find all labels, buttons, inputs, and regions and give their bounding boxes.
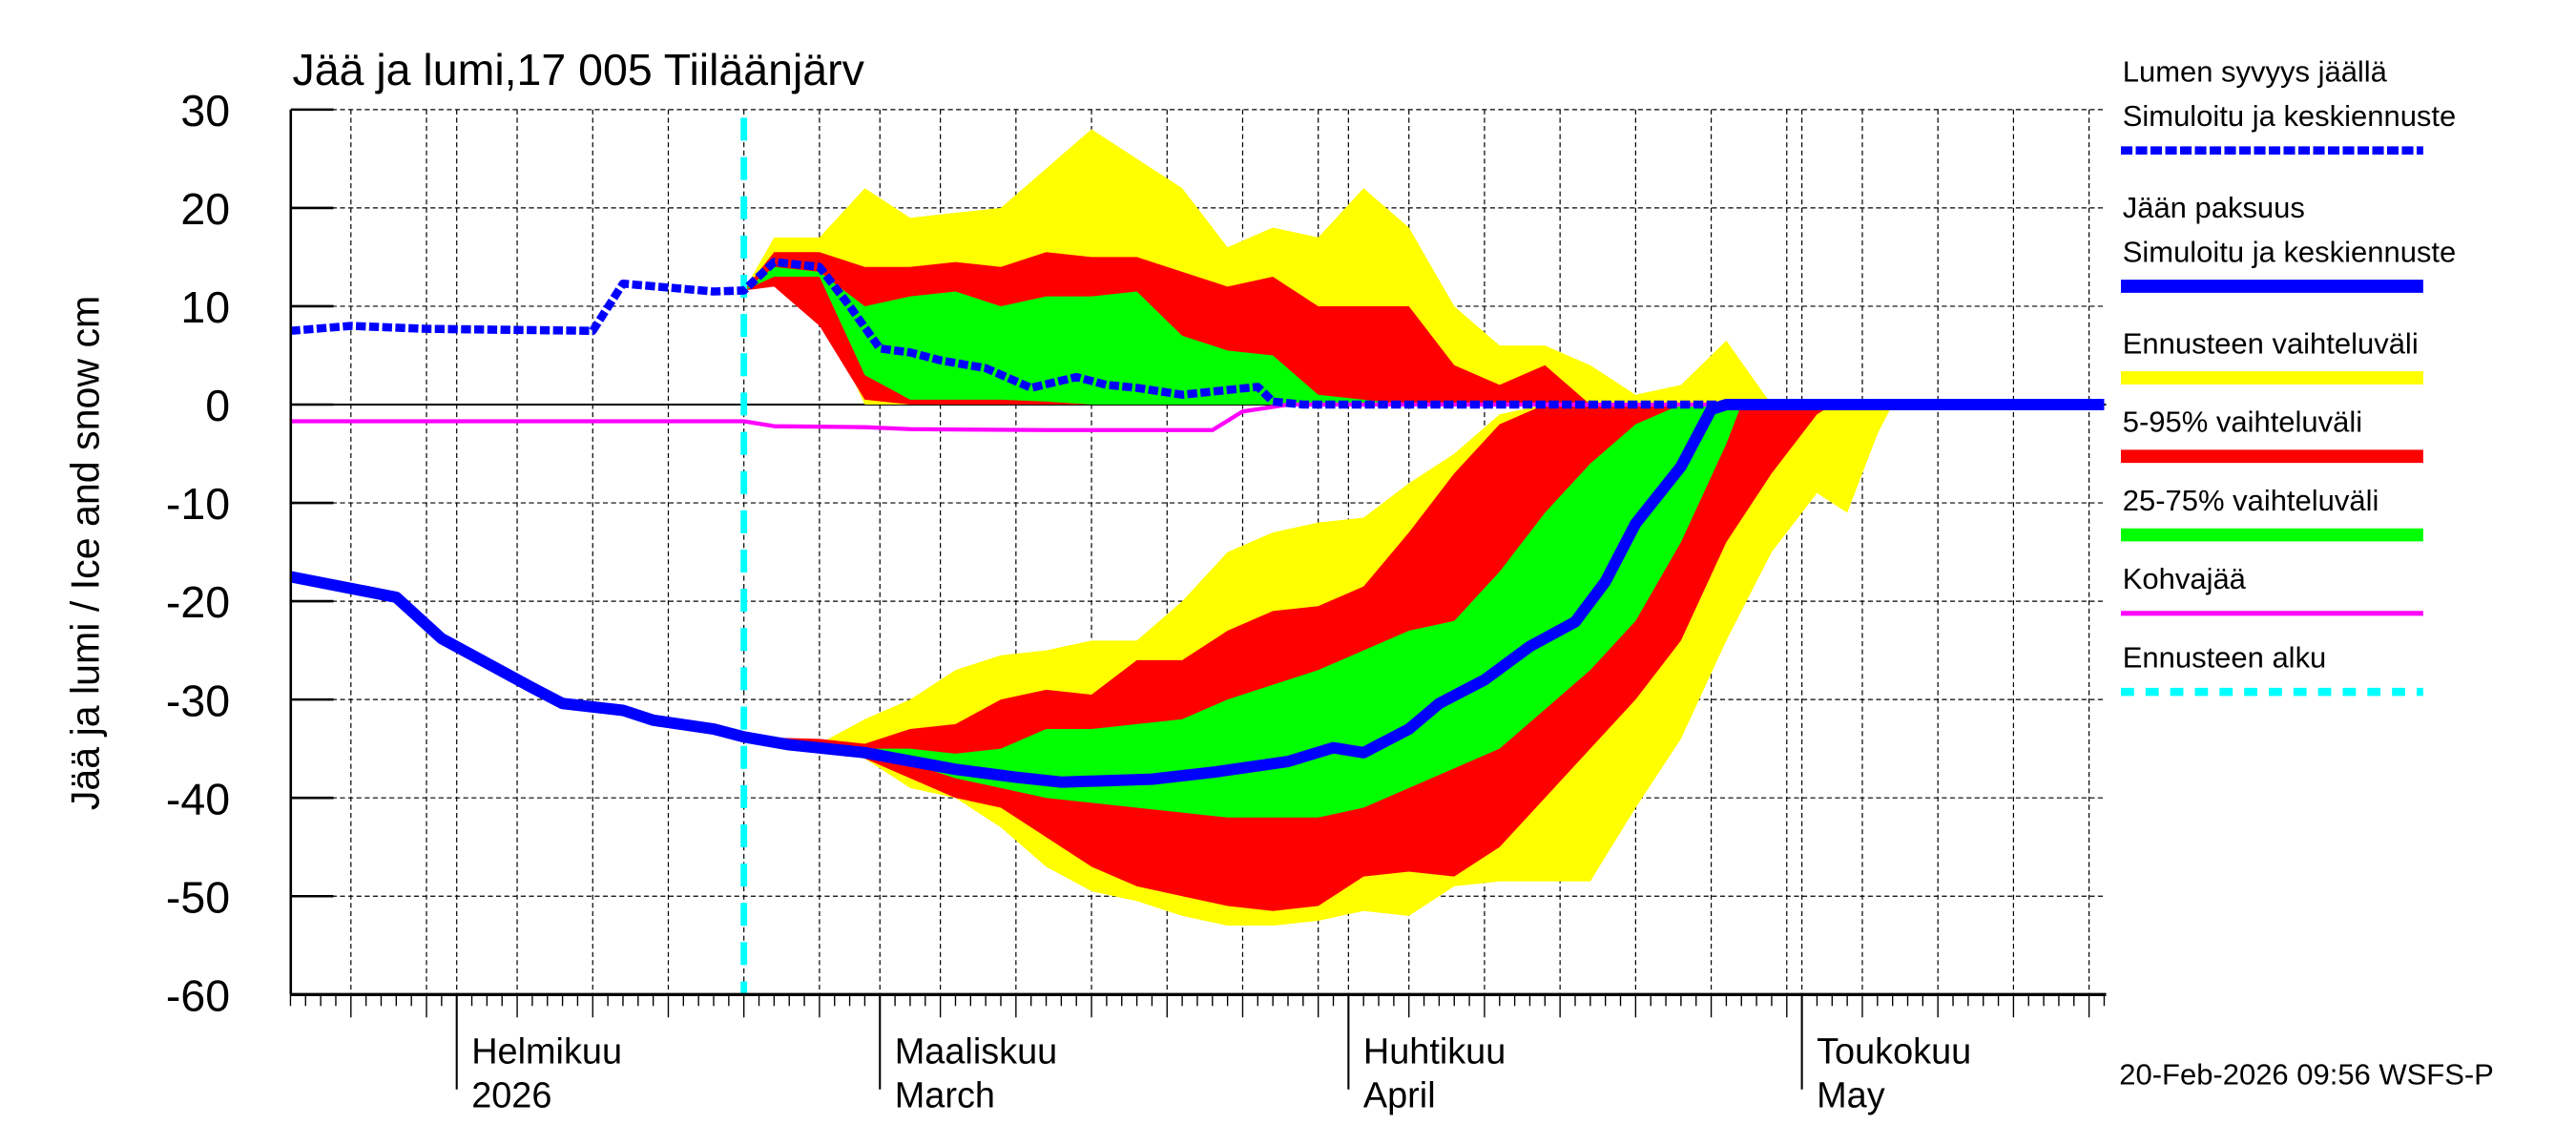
legend-item: Lumen syvyys jäällä Simuloitu ja keskienn…: [2121, 55, 2457, 155]
y-axis-label: Jää ja lumi / Ice and snow cm: [63, 296, 107, 810]
snow-depth-line: [290, 258, 2105, 409]
legend-label: Jään paksuus: [2123, 191, 2305, 224]
y-tick-label: -30: [166, 676, 230, 725]
legend-item: 25-75% vaihteluväli: [2121, 484, 2423, 542]
legend-label: Simuloitu ja keskiennuste: [2123, 99, 2457, 133]
y-tick-label: 0: [205, 381, 230, 430]
month-label-en: 2026: [471, 1076, 551, 1116]
y-tick-label: -20: [166, 577, 230, 627]
y-tick-label: -60: [166, 971, 230, 1021]
legend-label: Lumen syvyys jäällä: [2123, 55, 2388, 89]
bands: [743, 129, 1893, 926]
legend-label: 5-95% vaihteluväli: [2123, 406, 2362, 439]
ice-thickness-line: [289, 398, 2105, 788]
legend: Lumen syvyys jäällä Simuloitu ja keskienn…: [2121, 55, 2457, 697]
y-tick-label: -40: [166, 774, 230, 823]
y-tick-label: 20: [180, 184, 230, 234]
legend-item: Jään paksuus Simuloitu ja keskiennuste: [2121, 191, 2457, 293]
legend-label: Ennusteen alku: [2123, 640, 2327, 674]
footer-timestamp: 20-Feb-2026 09:56 WSFS-P: [2119, 1058, 2494, 1092]
y-tick-label: -10: [166, 479, 230, 529]
month-label: Helmikuu: [471, 1031, 622, 1072]
legend-item: Kohvajää: [2121, 562, 2423, 616]
month-label: Maaliskuu: [895, 1031, 1057, 1072]
legend-label: 25-75% vaihteluväli: [2123, 484, 2379, 517]
y-tick-label: 30: [180, 86, 230, 135]
legend-label: Ennusteen vaihteluväli: [2123, 326, 2419, 360]
month-label-en: April: [1363, 1076, 1436, 1116]
y-tick-label: -50: [166, 872, 230, 922]
chart-title: Jää ja lumi,17 005 Tiiläänjärv: [293, 45, 865, 94]
legend-label: Kohvajää: [2123, 562, 2247, 595]
series-lines: [289, 117, 2105, 995]
y-tick-label: 10: [180, 282, 230, 332]
band-00ff00: [743, 266, 1409, 405]
legend-item: Ennusteen vaihteluväli: [2121, 326, 2423, 385]
month-label-en: March: [895, 1076, 995, 1116]
month-label-en: May: [1817, 1076, 1885, 1116]
slush-ice-line: [290, 402, 2105, 432]
legend-item: Ennusteen alku: [2121, 640, 2423, 697]
month-label: Toukokuu: [1817, 1031, 1971, 1072]
band-00ff00: [743, 405, 1742, 818]
month-label: Huhtikuu: [1363, 1031, 1506, 1072]
legend-item: 5-95% vaihteluväli: [2121, 406, 2423, 464]
legend-label: Simuloitu ja keskiennuste: [2123, 235, 2457, 268]
